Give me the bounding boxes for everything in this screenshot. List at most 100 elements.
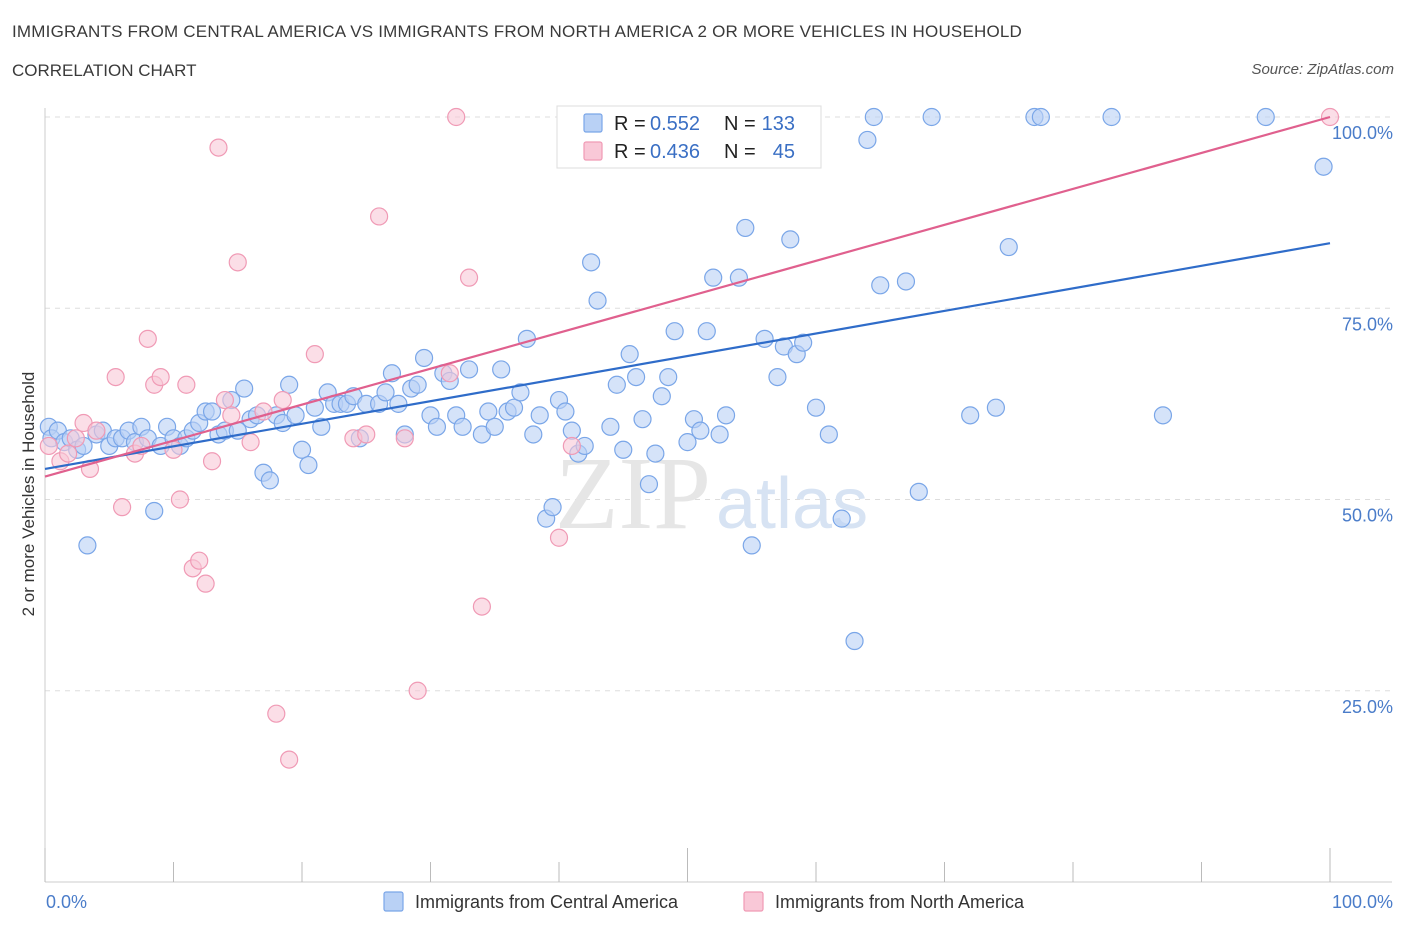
stats-r-value: 0.552 <box>650 113 700 135</box>
data-point <box>196 574 215 593</box>
data-point <box>472 597 491 616</box>
data-point <box>819 425 838 444</box>
data-point <box>1153 406 1173 425</box>
data-point <box>39 436 58 456</box>
data-point <box>607 375 626 394</box>
data-point <box>228 253 247 272</box>
data-point <box>633 410 652 429</box>
stats-r-label: R = <box>614 141 646 163</box>
data-point <box>138 329 157 348</box>
data-point <box>235 379 254 398</box>
stats-r-value: 0.436 <box>650 141 700 163</box>
data-point <box>395 429 414 448</box>
data-point <box>190 551 209 570</box>
data-point <box>736 218 755 238</box>
data-point <box>678 433 697 452</box>
legend-swatch <box>743 891 764 912</box>
data-point <box>549 528 569 547</box>
data-point <box>222 406 241 425</box>
y-tick-label: 50.0% <box>1342 506 1393 526</box>
data-point <box>427 417 447 436</box>
series-legend: Immigrants from Central America Immigrant… <box>383 891 1025 912</box>
data-point <box>614 440 633 459</box>
data-point <box>504 398 524 417</box>
data-point <box>864 107 883 127</box>
data-point <box>716 406 736 425</box>
data-point <box>66 429 85 448</box>
data-point <box>691 421 710 440</box>
data-point <box>202 402 222 421</box>
data-point <box>479 402 498 421</box>
stats-r-label: R = <box>614 113 646 135</box>
data-point <box>530 406 549 425</box>
data-point <box>447 107 466 127</box>
data-point <box>794 333 813 352</box>
stats-n-label: N = <box>724 113 756 135</box>
data-point <box>177 375 196 394</box>
data-point <box>781 230 800 249</box>
data-point <box>517 329 536 348</box>
data-point <box>299 455 318 475</box>
data-point <box>1031 107 1050 127</box>
data-point <box>665 322 684 341</box>
data-point <box>241 433 260 452</box>
data-point <box>710 425 729 444</box>
data-point <box>556 402 575 421</box>
x-tick-label: 100.0% <box>1332 892 1393 912</box>
data-point <box>620 345 639 364</box>
series-central-america <box>39 107 1333 651</box>
data-point <box>922 107 941 127</box>
x-tick-label: 0.0% <box>46 892 87 912</box>
data-point <box>697 322 716 341</box>
data-point <box>164 440 183 459</box>
data-point <box>286 406 305 425</box>
stats-n-value: 45 <box>773 141 795 163</box>
data-point <box>215 390 234 410</box>
chart-subtitle: CORRELATION CHART <box>12 61 197 80</box>
chart-title: IMMIGRANTS FROM CENTRAL AMERICA VS IMMIG… <box>12 22 1023 41</box>
data-point <box>280 750 299 769</box>
data-point <box>524 425 543 444</box>
data-point <box>145 501 164 521</box>
data-point <box>376 383 395 402</box>
data-point <box>459 268 479 287</box>
y-tick-label: 75.0% <box>1342 314 1393 334</box>
data-point <box>292 440 312 459</box>
source-note: Source: ZipAtlas.com <box>1251 61 1394 78</box>
data-point <box>511 383 530 402</box>
legend-label: Immigrants from Central America <box>415 892 679 912</box>
data-point <box>267 704 286 723</box>
data-point <box>652 387 671 406</box>
trend-line-1 <box>44 115 1331 478</box>
data-point <box>357 425 376 444</box>
data-point <box>601 417 620 436</box>
data-point <box>588 291 607 310</box>
data-point <box>626 368 646 387</box>
data-point <box>871 276 890 295</box>
data-point <box>78 536 97 555</box>
trend-line-0 <box>44 242 1331 470</box>
data-point <box>170 490 190 509</box>
stats-n-label: N = <box>724 141 756 163</box>
data-point <box>999 237 1018 257</box>
data-point <box>755 329 774 348</box>
data-point <box>260 471 279 490</box>
data-point <box>806 398 826 417</box>
stats-legend: R = 0.552 N = 133 R = 0.436 N = 45 <box>556 105 822 169</box>
legend-swatch <box>383 891 404 912</box>
data-point <box>909 482 928 501</box>
watermark-atlas: atlas <box>716 464 868 544</box>
data-point <box>659 368 678 387</box>
data-point <box>492 360 511 379</box>
data-point <box>768 368 787 387</box>
data-point <box>1102 107 1121 127</box>
data-point <box>305 398 324 417</box>
legend-label: Immigrants from North America <box>775 892 1025 912</box>
data-point <box>562 436 581 456</box>
data-point <box>59 444 78 463</box>
data-point <box>858 130 877 150</box>
data-point <box>280 375 299 394</box>
data-point <box>646 444 665 463</box>
data-point <box>562 421 581 440</box>
data-point <box>459 360 479 379</box>
